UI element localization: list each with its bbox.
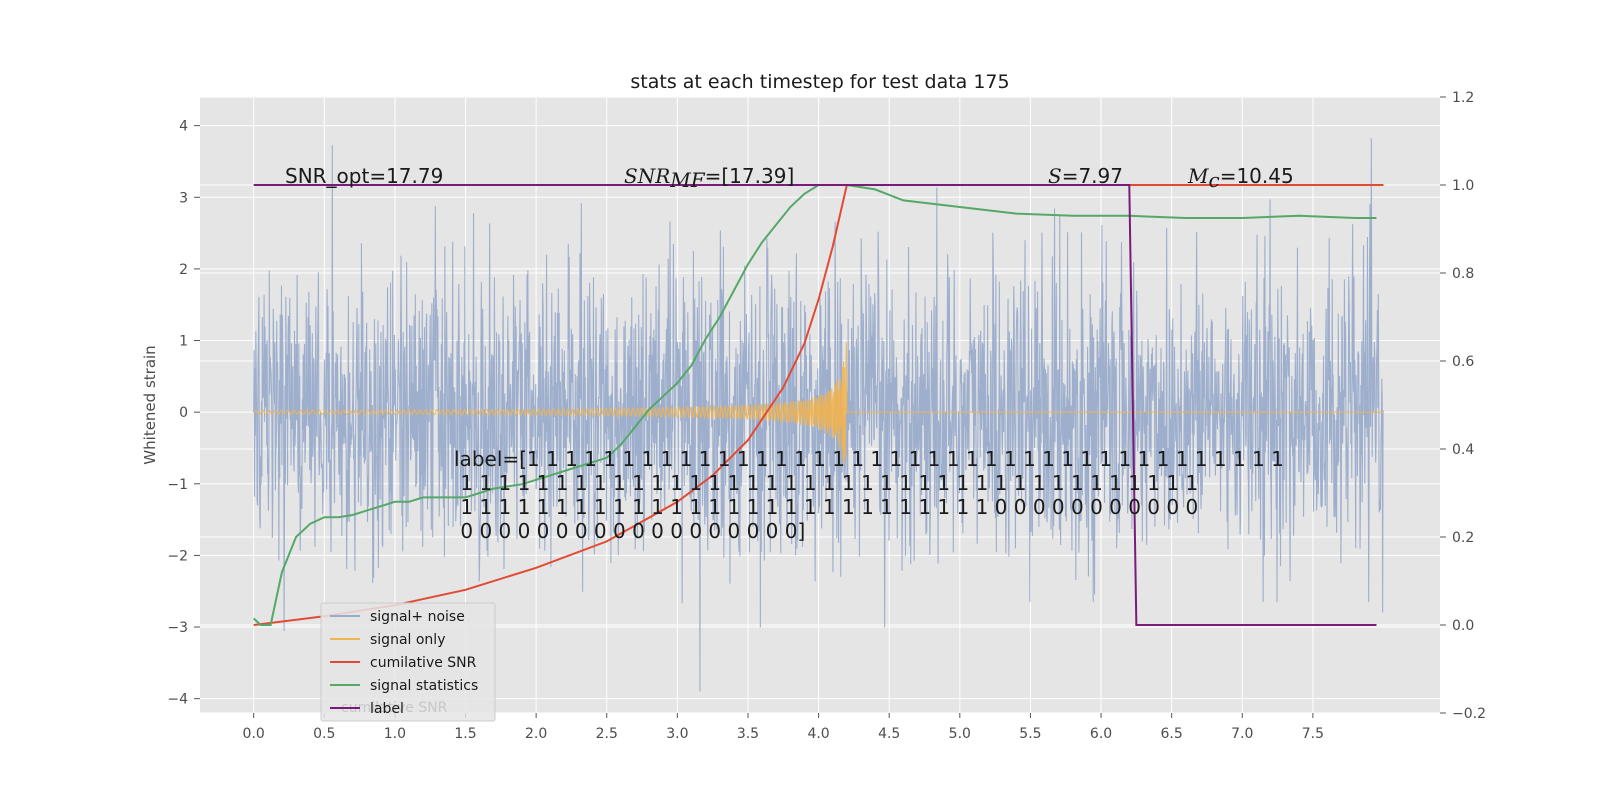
y-left-tick-label: 1 [179,334,188,350]
annotation-mc: Mc=10.45 [1187,164,1294,192]
x-tick-label: 3.5 [737,726,759,742]
y-right-tick-label: −0.2 [1452,706,1486,722]
x-tick-label: 3.0 [666,726,688,742]
x-tick-label: 0.0 [243,726,265,742]
y-right-tick-label: 1.0 [1452,178,1474,194]
x-tick-label: 0.5 [313,726,335,742]
x-tick-label: 2.0 [525,726,547,742]
y-left-tick-label: −1 [167,477,188,493]
snr-mf-value: =[17.39] [705,164,795,188]
x-tick-label: 4.5 [878,726,900,742]
annotation-s: S=7.97 [1048,164,1123,188]
snr-mf-subscript: MF [669,168,705,192]
annotation-snr-opt: SNR_opt=17.79 [285,164,443,188]
y-right-tick-label: 0.6 [1452,354,1474,370]
x-tick-label: 4.0 [807,726,829,742]
series-signal-only [253,342,1384,465]
y-axis-right-ticks: 1.2 1.0 0.8 0.6 0.4 0.2 0.0 −0.2 [1440,90,1486,722]
s-symbol: S [1048,164,1062,188]
label-line-1: label=[1 1 1 1 1 1 1 1 1 1 1 1 1 1 1 1 1… [454,447,1284,471]
y-right-tick-label: 0.2 [1452,530,1474,546]
line-cumilative-snr [253,184,1384,626]
line-signal-only [253,342,1384,465]
y-axis-label: Whitened strain [141,345,159,464]
y-left-tick-label: 3 [179,190,188,206]
legend-ghost-text: cumilative SNR [341,700,448,716]
legend-label: signal only [370,632,445,648]
mc-subscript: c [1208,168,1219,192]
y-left-tick-label: −2 [167,548,188,564]
s-value: =7.97 [1062,164,1123,188]
x-tick-label: 5.0 [949,726,971,742]
mc-symbol: M [1187,164,1209,188]
x-tick-label: 7.5 [1302,726,1324,742]
series-lines [252,184,1384,626]
y-left-tick-label: 0 [179,405,188,421]
x-tick-label: 2.5 [596,726,618,742]
y-right-tick-label: 0.4 [1452,442,1474,458]
x-axis-ticks: 0.0 0.5 1.0 1.5 2.0 2.5 3.0 3.5 4.0 4.5 5.0 5.5 6.0 6… [243,713,1324,742]
line-label [253,184,1377,626]
legend-label: signal statistics [370,678,478,694]
x-tick-label: 6.0 [1090,726,1112,742]
annotation-snr-mf: SNRMF=[17.39] [624,164,794,192]
label-line-3: 1 1 1 1 1 1 1 1 1 1 1 1 1 1 1 1 1 1 1 1 … [454,495,1198,519]
legend-items: signal+ noise signal only cumilative SNR si… [330,609,478,717]
snr-mf-symbol: SNR [624,164,670,188]
legend-label: signal+ noise [370,609,465,625]
legend-label: label [370,701,404,717]
x-tick-label: 1.5 [454,726,476,742]
annotation-label-array: label=[1 1 1 1 1 1 1 1 1 1 1 1 1 1 1 1 1… [454,447,1284,543]
legend-label: cumilative SNR [370,655,477,671]
y-right-tick-label: 0.0 [1452,618,1474,634]
y-axis-left-ticks: 4 3 2 1 0 −1 −2 −3 −4 [167,119,200,708]
legend-box [320,602,496,722]
x-tick-label: 5.5 [1019,726,1041,742]
mc-value: =10.45 [1220,164,1294,188]
y-left-tick-label: 2 [179,262,188,278]
label-line-4: 0 0 0 0 0 0 0 0 0 0 0 0 0 0 0 0 0 0] [454,519,805,543]
x-tick-label: 7.0 [1231,726,1253,742]
x-tick-label: 6.5 [1161,726,1183,742]
legend: cumilative SNR signal+ noise signal only c… [320,602,496,722]
label-line-2: 1 1 1 1 1 1 1 1 1 1 1 1 1 1 1 1 1 1 1 1 … [454,471,1198,495]
chart-title: stats at each timestep for test data 175 [630,71,1009,93]
y-left-tick-label: 4 [179,119,188,135]
y-right-tick-label: 1.2 [1452,90,1474,106]
y-left-tick-label: −4 [167,692,188,708]
y-right-tick-label: 0.8 [1452,266,1474,282]
line-signal-statistics [252,184,1377,626]
y-left-tick-label: −3 [167,620,188,636]
x-tick-label: 1.0 [384,726,406,742]
